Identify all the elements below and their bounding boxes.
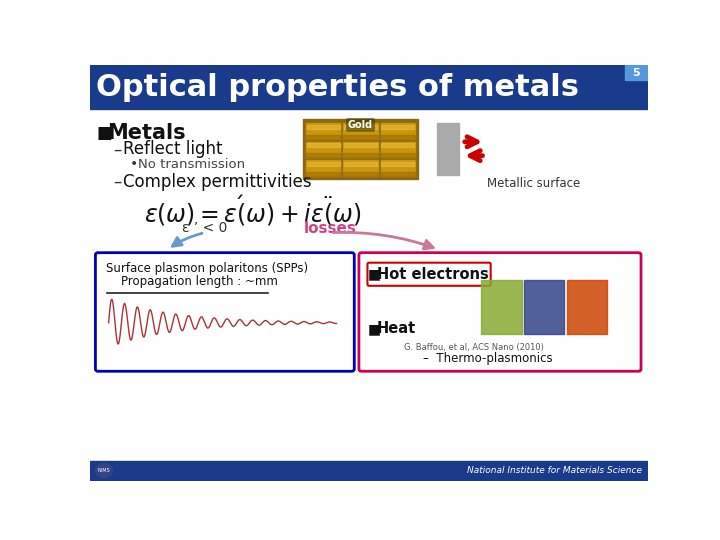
- Text: –: –: [113, 140, 122, 159]
- Text: $\varepsilon(\omega)=\varepsilon\'(\omega)+i\varepsilon\"(\omega)$: $\varepsilon(\omega)=\varepsilon\'(\omeg…: [144, 194, 361, 228]
- Text: National Institute for Materials Science: National Institute for Materials Science: [467, 466, 642, 475]
- Bar: [306, 172, 341, 176]
- Text: Optical properties of metals: Optical properties of metals: [96, 72, 579, 102]
- Text: 5: 5: [633, 68, 640, 78]
- Bar: [381, 135, 415, 139]
- Bar: [307, 162, 340, 166]
- Text: •: •: [130, 157, 138, 171]
- Bar: [381, 123, 415, 139]
- Bar: [303, 119, 418, 179]
- Text: losses: losses: [304, 220, 356, 235]
- Bar: [343, 142, 377, 157]
- FancyBboxPatch shape: [359, 253, 641, 372]
- Bar: [344, 162, 377, 166]
- Text: Metals: Metals: [107, 123, 186, 143]
- Text: ε ’ < 0: ε ’ < 0: [182, 221, 228, 235]
- Text: ■: ■: [367, 322, 381, 336]
- Bar: [381, 160, 415, 176]
- Bar: [344, 143, 377, 147]
- FancyBboxPatch shape: [367, 262, 490, 286]
- Bar: [307, 125, 340, 129]
- Bar: [306, 123, 341, 139]
- Text: G. Baffou, et al, ACS Nano (2010): G. Baffou, et al, ACS Nano (2010): [404, 343, 544, 352]
- Bar: [382, 162, 414, 166]
- Bar: [343, 123, 377, 139]
- Bar: [437, 123, 459, 175]
- Bar: [382, 125, 414, 129]
- Text: No transmission: No transmission: [138, 158, 246, 171]
- Text: Reflect light: Reflect light: [122, 140, 222, 159]
- Text: Propagation length : ~mm: Propagation length : ~mm: [106, 275, 277, 288]
- Text: Surface plasmon polaritons (SPPs): Surface plasmon polaritons (SPPs): [106, 262, 307, 275]
- Bar: [381, 153, 415, 157]
- Bar: [90, 65, 648, 110]
- Text: Hot electrons: Hot electrons: [377, 267, 488, 282]
- Text: –  Thermo-plasmonics: – Thermo-plasmonics: [423, 352, 553, 365]
- Bar: [90, 461, 648, 481]
- Bar: [524, 280, 564, 334]
- Text: Gold: Gold: [348, 120, 373, 130]
- Text: –: –: [113, 173, 122, 191]
- Ellipse shape: [96, 464, 112, 477]
- Bar: [306, 153, 341, 157]
- Bar: [344, 125, 377, 129]
- Text: Heat: Heat: [377, 321, 416, 336]
- Bar: [482, 280, 522, 334]
- Text: NIMS: NIMS: [98, 468, 110, 473]
- Bar: [343, 135, 377, 139]
- Bar: [306, 142, 341, 157]
- Bar: [306, 160, 341, 176]
- FancyBboxPatch shape: [96, 253, 354, 372]
- Bar: [625, 65, 648, 80]
- Bar: [381, 142, 415, 157]
- Text: Metallic surface: Metallic surface: [487, 177, 580, 190]
- Text: Complex permittivities: Complex permittivities: [122, 173, 311, 191]
- Bar: [567, 280, 607, 334]
- Bar: [343, 172, 377, 176]
- Bar: [343, 160, 377, 176]
- Text: ■: ■: [367, 267, 381, 281]
- Bar: [343, 153, 377, 157]
- Bar: [306, 135, 341, 139]
- Bar: [381, 172, 415, 176]
- Bar: [90, 110, 648, 461]
- Text: ■: ■: [96, 124, 112, 141]
- Bar: [382, 143, 414, 147]
- Bar: [307, 143, 340, 147]
